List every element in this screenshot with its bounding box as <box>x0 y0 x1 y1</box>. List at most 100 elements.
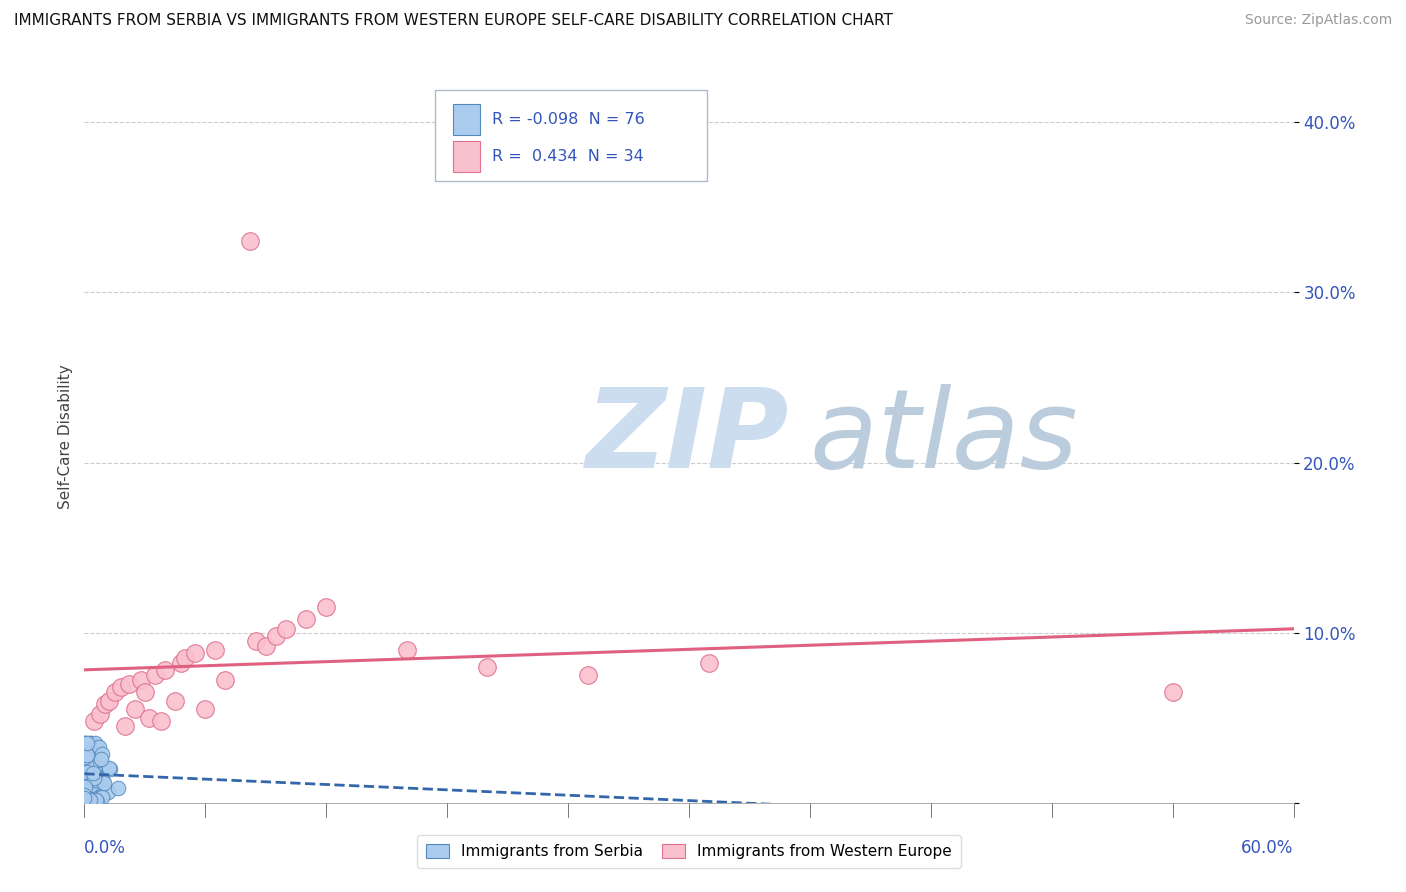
Point <box>80 778 103 792</box>
Point <box>75 783 97 797</box>
Text: atlas: atlas <box>810 384 1078 491</box>
Point <box>87 753 110 767</box>
Point <box>77 736 100 750</box>
Point <box>73 779 96 793</box>
Point <box>82 778 104 792</box>
Point <box>83 766 105 780</box>
Point <box>73 736 96 750</box>
Point <box>129 673 152 688</box>
Bar <box>453 141 479 171</box>
Point <box>75 757 97 772</box>
Point <box>76 754 98 768</box>
Point <box>79 757 101 772</box>
Point <box>73 789 96 803</box>
Text: IMMIGRANTS FROM SERBIA VS IMMIGRANTS FROM WESTERN EUROPE SELF-CARE DISABILITY CO: IMMIGRANTS FROM SERBIA VS IMMIGRANTS FRO… <box>14 13 893 29</box>
Point <box>477 659 499 673</box>
Text: R =  0.434  N = 34: R = 0.434 N = 34 <box>492 149 644 164</box>
Point <box>75 791 97 805</box>
Point <box>76 736 98 750</box>
Point <box>100 762 122 776</box>
Point <box>73 796 96 810</box>
Point <box>75 795 97 809</box>
Point <box>75 764 97 779</box>
Point <box>93 775 115 789</box>
Point <box>84 772 107 787</box>
Point <box>98 761 121 775</box>
Point <box>77 796 100 810</box>
Point <box>86 780 108 795</box>
Point <box>97 785 120 799</box>
Point <box>87 740 110 755</box>
Point <box>107 781 129 796</box>
Text: R = -0.098  N = 76: R = -0.098 N = 76 <box>492 112 644 128</box>
Text: ZIP: ZIP <box>586 384 790 491</box>
Point <box>73 751 96 765</box>
Point <box>170 657 193 671</box>
Point <box>174 651 197 665</box>
Point <box>79 793 101 807</box>
Point <box>73 760 96 774</box>
Point <box>76 758 98 772</box>
Point <box>204 642 226 657</box>
Text: Source: ZipAtlas.com: Source: ZipAtlas.com <box>1244 13 1392 28</box>
Point <box>138 711 160 725</box>
Legend: Immigrants from Serbia, Immigrants from Western Europe: Immigrants from Serbia, Immigrants from … <box>418 835 960 868</box>
Point <box>76 794 98 808</box>
Point <box>576 668 599 682</box>
Point <box>86 742 108 756</box>
FancyBboxPatch shape <box>434 90 707 181</box>
Y-axis label: Self-Care Disability: Self-Care Disability <box>58 365 73 509</box>
Point <box>80 736 103 750</box>
Point <box>86 758 108 772</box>
Point <box>75 757 97 772</box>
Point <box>90 752 112 766</box>
Point <box>75 776 97 790</box>
Point <box>75 775 97 789</box>
Point <box>82 756 104 771</box>
Point <box>93 697 115 711</box>
Point <box>80 757 103 772</box>
Point <box>89 760 111 774</box>
Point <box>73 780 96 794</box>
Text: 60.0%: 60.0% <box>1241 839 1294 857</box>
Point <box>86 751 108 765</box>
Point <box>75 772 97 787</box>
Point <box>90 747 112 762</box>
Point <box>75 749 97 764</box>
Point <box>194 702 217 716</box>
Point <box>153 663 176 677</box>
Point <box>91 772 114 787</box>
Point <box>134 685 156 699</box>
Point <box>82 784 104 798</box>
Point <box>73 736 96 750</box>
Point <box>73 746 96 760</box>
Point <box>75 761 97 775</box>
Point <box>89 707 111 722</box>
Point <box>143 668 166 682</box>
Point <box>83 771 105 785</box>
Point <box>83 714 105 728</box>
Point <box>80 746 103 760</box>
Point <box>149 714 172 728</box>
Point <box>315 600 337 615</box>
Point <box>79 753 101 767</box>
Point <box>73 777 96 791</box>
Point <box>274 622 297 636</box>
Point <box>87 771 110 785</box>
Point <box>76 747 98 762</box>
Point <box>82 780 104 795</box>
Point <box>73 750 96 764</box>
Point <box>80 756 103 771</box>
Point <box>104 685 127 699</box>
Point <box>239 235 262 249</box>
Point <box>245 634 267 648</box>
Point <box>295 612 318 626</box>
Point <box>76 783 98 797</box>
Point <box>84 793 107 807</box>
Point <box>86 796 108 810</box>
Point <box>79 793 101 807</box>
Point <box>79 760 101 774</box>
Point <box>80 780 103 795</box>
Point <box>76 753 98 767</box>
Point <box>73 791 96 805</box>
